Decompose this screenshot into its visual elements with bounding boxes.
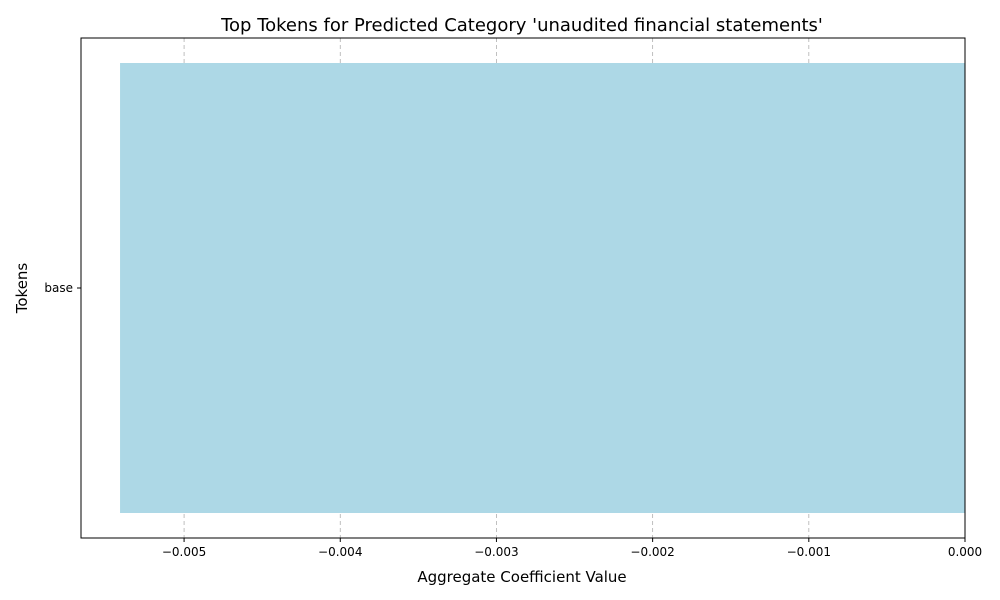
x-tick-label: −0.005: [162, 545, 206, 559]
x-tick-label: −0.002: [630, 545, 674, 559]
x-tick-label: −0.003: [474, 545, 518, 559]
x-tick-label: 0.000: [948, 545, 982, 559]
x-tick-label: −0.004: [318, 545, 362, 559]
y-tick-label: base: [44, 281, 73, 295]
x-tick-label: −0.001: [787, 545, 831, 559]
bar-base: [120, 63, 965, 513]
bar-layer: [120, 63, 965, 513]
x-axis-label: Aggregate Coefficient Value: [417, 568, 626, 586]
y-axis-ticks: base: [44, 281, 81, 295]
chart-title: Top Tokens for Predicted Category 'unaud…: [220, 15, 823, 36]
y-axis-label: Tokens: [13, 263, 31, 315]
x-axis-ticks: −0.005 −0.004 −0.003 −0.002 −0.001 0.000: [162, 538, 982, 559]
